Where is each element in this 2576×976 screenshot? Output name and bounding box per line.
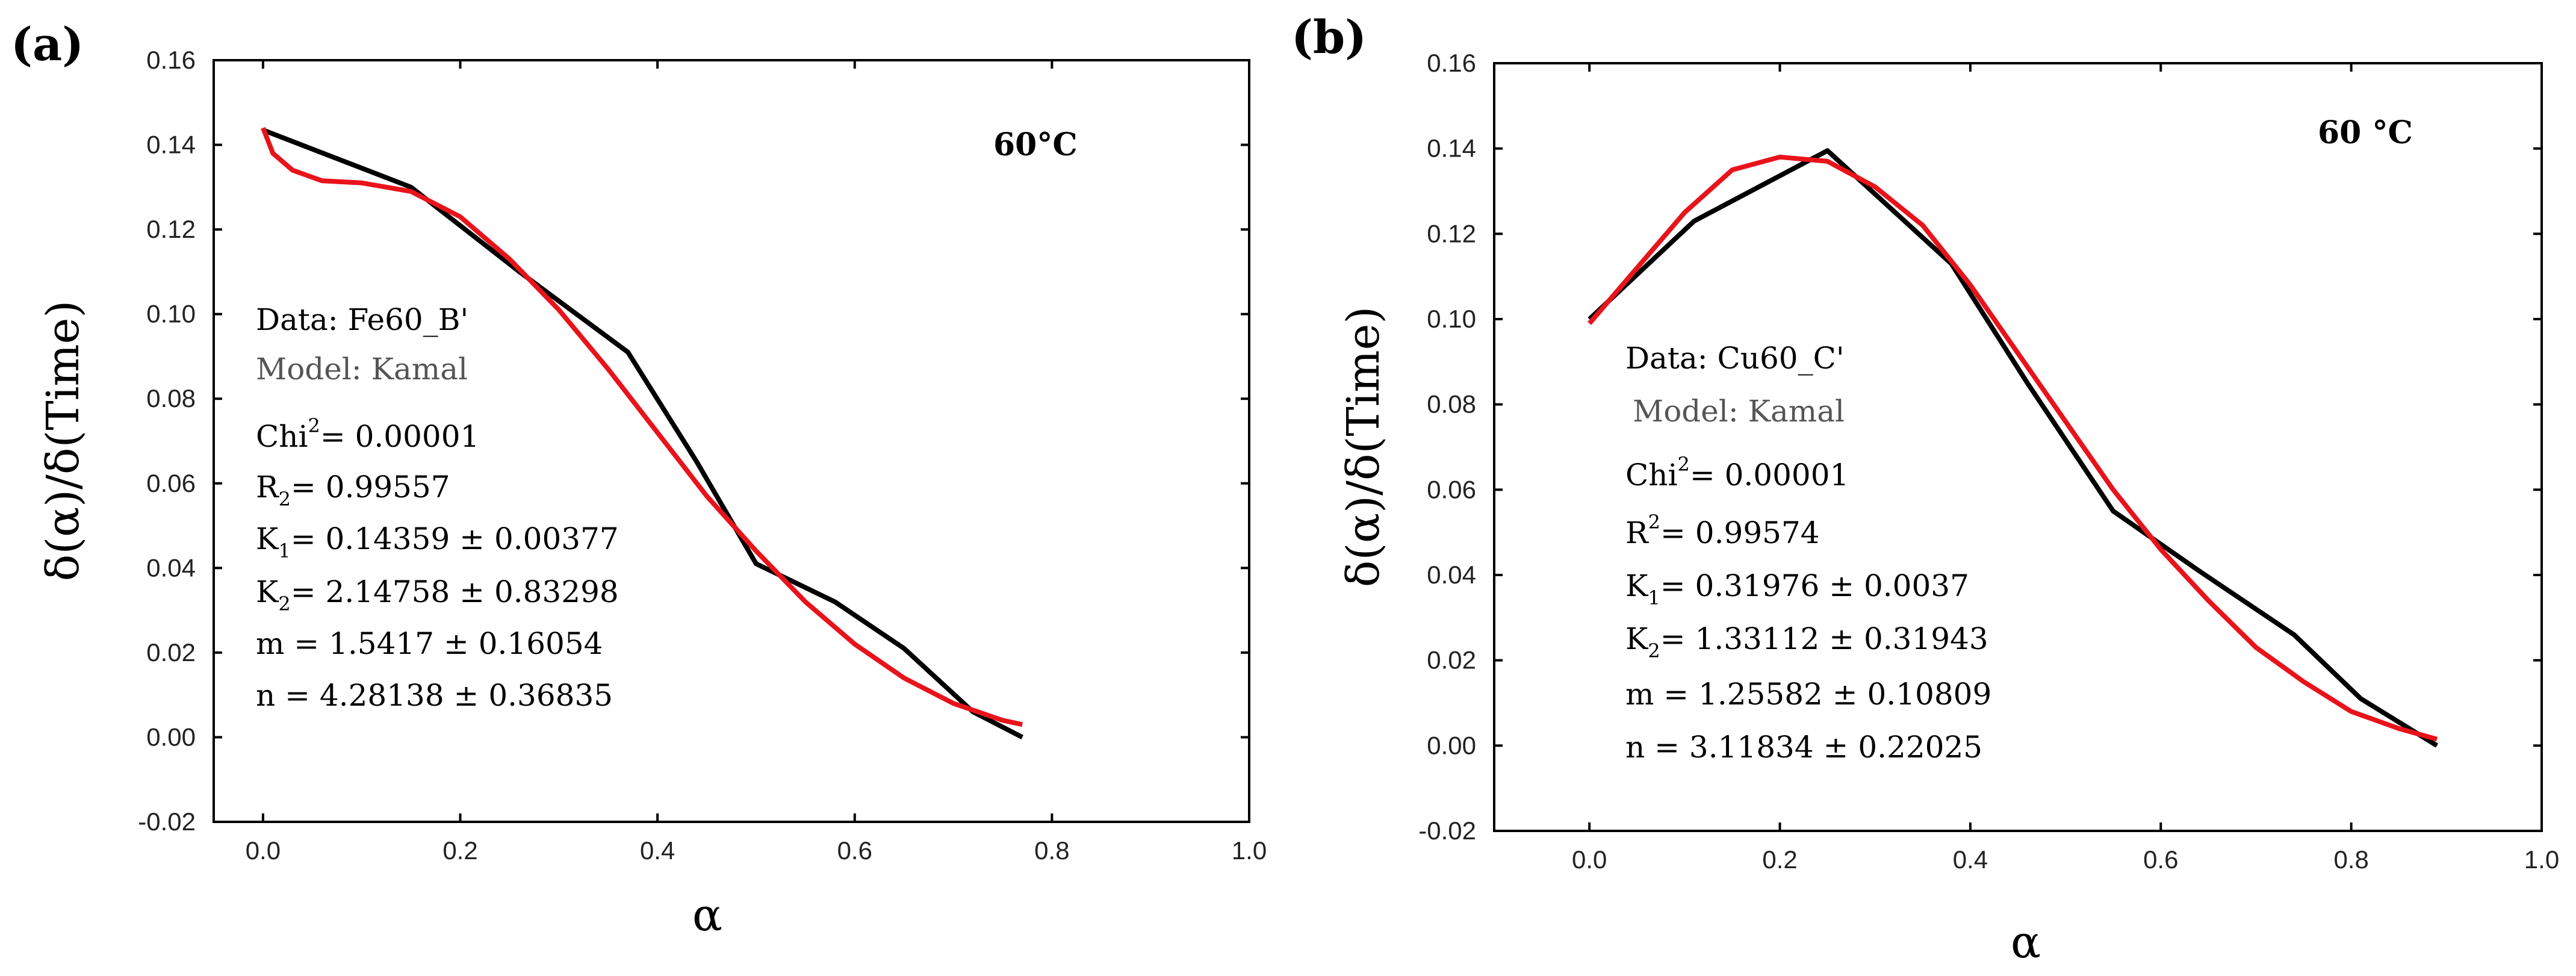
panel-a-ytick-label: 0.00 [146, 723, 196, 751]
panel-a-chi-value: = 0.00001 [320, 419, 480, 454]
panel-b-chi-sup: 2 [1677, 453, 1689, 476]
panel-a-experimental-line [262, 128, 1024, 739]
panel-b-ytick-label: 0.16 [1427, 49, 1476, 77]
panel-b-ann-n: n = 3.11834 ± 0.22025 [1625, 730, 1982, 765]
panel-b-xtick-label: 0.0 [1572, 845, 1607, 874]
panel-a-k1-base: K [256, 521, 279, 556]
panel-b-ytick-label: 0.02 [1427, 646, 1476, 674]
panel-b-ytick-label: 0.06 [1427, 475, 1476, 503]
panel-a-ann-chi: Chi2= 0.00001 [256, 414, 479, 454]
panel-a-ann-data: Data: Fe60_B' [256, 302, 468, 337]
panel-b-x-axis-label: α [2011, 916, 2041, 968]
panel-a-plot-frame [213, 59, 1250, 823]
panel-a-chi-base: Chi [256, 419, 308, 454]
panel-b: (b) 0.0 0.2 0.4 0.6 0.8 1.0-0.020.000.020.040… [1291, 10, 2559, 968]
panel-a-k2-value: = 2.14758 ± 0.83298 [291, 574, 619, 609]
panel-b-k2-sub: 2 [1648, 639, 1660, 662]
panel-a-ytick-label: 0.04 [146, 553, 196, 582]
panel-a-ytick-label: 0.06 [146, 469, 196, 497]
panel-b-ytick-label: 0.08 [1427, 390, 1476, 418]
panel-a-xtick-label: 0.0 [246, 836, 281, 865]
panel-b-r-value: = 0.99574 [1660, 515, 1820, 550]
panel-a: (a) 0.0 0.2 0.4 0.6 0.8 1.0-0.020.000.020.040… [11, 17, 1267, 941]
panel-a-xtick-label: 0.6 [837, 836, 872, 865]
panel-b-plot-frame [1493, 62, 2543, 832]
panel-b-ann-data: Data: Cu60_C' [1625, 341, 1845, 376]
panel-b-xtick-label: 0.2 [1762, 845, 1797, 874]
panel-b-plot [1587, 148, 2439, 748]
panel-b-ytick-label: 0.00 [1427, 731, 1476, 759]
panel-a-ann-r: R2= 0.99557 [256, 470, 450, 511]
panel-a-ytick-label: 0.08 [146, 384, 196, 412]
panel-a-ann-n: n = 4.28138 ± 0.36835 [256, 678, 613, 713]
panel-a-r-value: = 0.99557 [291, 470, 450, 505]
panel-b-r-base: R [1625, 515, 1649, 550]
panel-b-ytick-label: -0.02 [1418, 816, 1476, 845]
panel-a-temperature-label: 60°C [993, 126, 1078, 163]
panel-b-xtick-label: 0.4 [1953, 845, 1988, 874]
panel-a-k2-base: K [256, 574, 279, 609]
panel-b-fit-line [1587, 154, 2438, 742]
panel-b-ytick-label: 0.10 [1427, 305, 1476, 333]
panel-b-temperature-label: 60 °C [2318, 114, 2413, 151]
panel-a-xtick-label: 0.4 [640, 836, 675, 865]
panel-b-chi-base: Chi [1625, 458, 1677, 493]
panel-b-k1-sub: 1 [1648, 586, 1660, 609]
panel-b-ann-chi: Chi2= 0.00001 [1625, 453, 1849, 493]
panel-a-ann-m: m = 1.5417 ± 0.16054 [256, 626, 603, 661]
panel-b-r-sup: 2 [1648, 511, 1660, 533]
panel-a-y-axis-label: δ(α)/δ(Time) [37, 300, 89, 581]
panel-b-k2-base: K [1625, 621, 1649, 656]
panel-a-k1-value: = 0.14359 ± 0.00377 [291, 521, 619, 556]
panel-a-x-axis-label: α [692, 889, 722, 941]
panel-b-xtick-label: 0.8 [2333, 845, 2368, 874]
panel-b-y-axis-label: δ(α)/δ(Time) [1338, 306, 1389, 587]
panel-a-ytick-label: -0.02 [138, 807, 196, 836]
panel-b-experimental-line [1587, 148, 2439, 748]
panel-a-r-base: R [256, 470, 279, 505]
panel-b-chi-value: = 0.00001 [1690, 458, 1849, 493]
panel-a-r-sub: 2 [279, 488, 291, 511]
panel-a-ann-k2: K2= 2.14758 ± 0.83298 [256, 574, 619, 615]
panel-b-ytick-label: 0.14 [1427, 134, 1476, 163]
panel-a-fit-line [261, 126, 1023, 727]
panel-a-ytick-label: 0.14 [146, 131, 196, 159]
panel-a-label: (a) [11, 17, 84, 71]
panel-b-ticks: 0.0 0.2 0.4 0.6 0.8 1.0 -0.02 0.00 0.02 0.04 0.06 0… [1418, 49, 2559, 874]
panel-b-k1-base: K [1625, 568, 1649, 603]
panel-b-xtick-label: 0.6 [2143, 845, 2178, 874]
panel-a-k2-sub: 2 [278, 592, 290, 615]
panel-b-label: (b) [1291, 10, 1367, 64]
panel-b-k1-value: = 0.31976 ± 0.0037 [1660, 568, 1969, 603]
panel-b-xtick-label: 1.0 [2524, 845, 2559, 874]
panel-a-ytick-label: 0.12 [146, 215, 196, 243]
panel-b-k2-value: = 1.33112 ± 0.31943 [1660, 621, 1988, 656]
panel-b-ann-r: R2= 0.99574 [1625, 511, 1820, 550]
panel-b-ann-k1: K1= 0.31976 ± 0.0037 [1625, 568, 1969, 609]
panel-b-ann-k2: K2= 1.33112 ± 0.31943 [1625, 621, 1988, 662]
panel-a-ytick-label: 0.16 [146, 46, 196, 74]
panel-a-xtick-label: 0.2 [442, 836, 477, 865]
panel-a-ann-k1: K1= 0.14359 ± 0.00377 [256, 521, 619, 562]
panel-a-ticks: 0.0 0.2 0.4 0.6 0.8 1.0 -0.02 0.00 0.02 0.04 0.06 0… [138, 46, 1267, 865]
panel-a-ann-model: Model: Kamal [256, 352, 468, 387]
panel-a-chi-sup: 2 [308, 414, 320, 437]
panel-a-plot [261, 126, 1024, 739]
panel-a-k1-sub: 1 [278, 539, 290, 562]
panel-b-ann-m: m = 1.25582 ± 0.10809 [1625, 677, 1991, 712]
panel-a-ytick-label: 0.10 [146, 300, 196, 328]
panel-a-xtick-label: 1.0 [1232, 836, 1267, 865]
panel-b-fit-annotations: Data: Cu60_C' Model: Kamal Chi2= 0.00001… [1625, 341, 1991, 765]
panel-b-ytick-label: 0.04 [1427, 561, 1476, 589]
panel-a-fit-annotations: Data: Fe60_B' Model: Kamal Chi2= 0.00001… [256, 302, 619, 713]
panel-a-ytick-label: 0.02 [146, 638, 196, 667]
panel-b-ytick-label: 0.12 [1427, 219, 1476, 247]
panel-b-ann-model: Model: Kamal [1633, 394, 1845, 429]
panel-a-xtick-label: 0.8 [1034, 836, 1069, 865]
